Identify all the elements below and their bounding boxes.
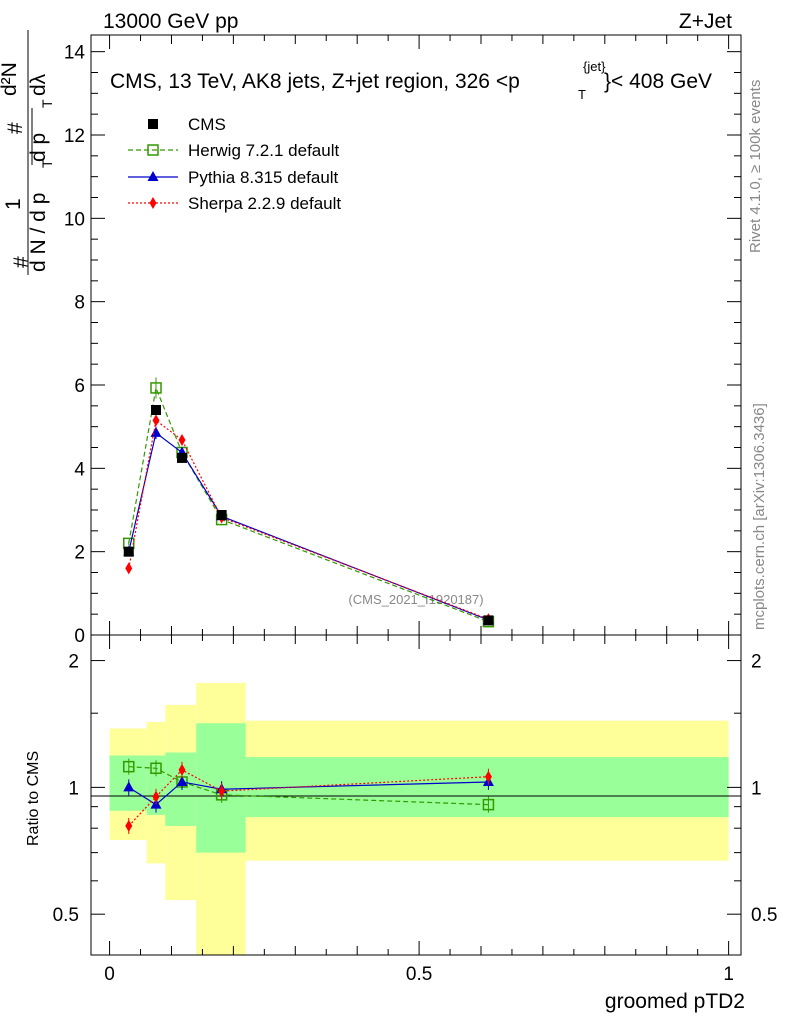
energy-label: 13000 GeV pp bbox=[103, 10, 238, 33]
uncertainty-bands bbox=[109, 682, 729, 955]
green-band-bin-2 bbox=[165, 752, 197, 826]
xtick-label: 0 bbox=[104, 964, 115, 985]
ylabel-d2n: d²N bbox=[0, 62, 21, 96]
main-line-herwig bbox=[128, 385, 489, 623]
legend: CMS Herwig 7.2.1 default Pythia 8.315 defa… bbox=[128, 115, 341, 213]
ratio-point-pythia bbox=[123, 781, 135, 792]
legend-marker-herwig bbox=[147, 144, 159, 156]
top-ytick-label: 2 bbox=[74, 543, 85, 564]
legend-entry-pythia: Pythia 8.315 default bbox=[128, 168, 339, 187]
main-point-cms bbox=[216, 510, 227, 520]
ratio-point-herwig bbox=[123, 760, 135, 773]
ratio-ytick-label-right: 1 bbox=[751, 778, 762, 799]
xtick-label: 0.5 bbox=[406, 964, 432, 985]
main-point-pythia bbox=[150, 426, 162, 437]
ratio-point-sherpa bbox=[484, 770, 492, 783]
top-y-axis-label: # 1 # d²N d N / d p T d p T dλ bbox=[0, 30, 55, 275]
ratio-ytick-label: 1 bbox=[68, 778, 79, 799]
ratio-point-sherpa bbox=[152, 790, 160, 803]
main-point-cms bbox=[177, 452, 187, 463]
legend-label-pythia: Pythia 8.315 default bbox=[188, 168, 339, 187]
ratio-point-sherpa bbox=[125, 819, 133, 832]
rivet-label: Rivet 4.1.0, ≥ 100k events bbox=[747, 80, 764, 253]
analysis-watermark: (CMS_2021_I1920187) bbox=[348, 592, 483, 607]
top-ytick-label: 0 bbox=[74, 626, 85, 647]
ylabel-hash2: # bbox=[4, 122, 27, 134]
legend-marker-pythia bbox=[147, 171, 159, 181]
top-ytick-label: 10 bbox=[64, 209, 85, 230]
ratio-ytick-label-right: 0.5 bbox=[751, 905, 777, 926]
legend-marker-cms bbox=[148, 119, 158, 129]
main-line-sherpa bbox=[128, 419, 489, 620]
legend-entry-sherpa: Sherpa 2.2.9 default bbox=[128, 194, 341, 213]
ratio-series-sherpa bbox=[125, 761, 492, 834]
green-band-bin-4 bbox=[245, 757, 729, 818]
x-axis-label: groomed pTD2 bbox=[605, 990, 745, 1013]
ratio-panel-frame bbox=[90, 634, 742, 956]
main-point-sherpa bbox=[125, 562, 133, 575]
legend-marker-sherpa bbox=[149, 197, 157, 209]
legend-label-herwig: Herwig 7.2.1 default bbox=[188, 141, 339, 160]
xtick-label: 1 bbox=[723, 964, 734, 985]
title-sup: {jet} bbox=[583, 59, 606, 74]
title-sub: T bbox=[578, 87, 586, 102]
ratio-point-herwig bbox=[150, 762, 162, 775]
ratio-point-pythia bbox=[176, 775, 188, 786]
ratio-ytick-label: 2 bbox=[68, 652, 79, 673]
main-series bbox=[123, 377, 495, 628]
top-ytick-label: 6 bbox=[74, 376, 85, 397]
legend-label-sherpa: Sherpa 2.2.9 default bbox=[188, 194, 341, 213]
ratio-ytick-label: 0.5 bbox=[53, 905, 79, 926]
main-series-herwig bbox=[123, 377, 495, 628]
process-label: Z+Jet bbox=[679, 10, 732, 33]
main-point-cms bbox=[151, 405, 161, 415]
top-ytick-label: 14 bbox=[64, 43, 86, 64]
ylabel-dlambda: dλ bbox=[27, 73, 50, 96]
legend-entry-herwig: Herwig 7.2.1 default bbox=[128, 141, 339, 160]
title-main: CMS, 13 TeV, AK8 jets, Z+jet region, 326… bbox=[110, 70, 520, 93]
ylabel-one: 1 bbox=[2, 198, 25, 210]
legend-entry-cms: CMS bbox=[148, 115, 226, 134]
plot-title: CMS, 13 TeV, AK8 jets, Z+jet region, 326… bbox=[110, 59, 712, 102]
ratio-ytick-label-right: 2 bbox=[751, 652, 762, 673]
ylabel-t1: T bbox=[39, 159, 55, 168]
main-series-cms bbox=[123, 405, 494, 626]
title-end: }< 408 GeV bbox=[604, 70, 712, 93]
ylabel-dpt: d p bbox=[27, 133, 50, 162]
main-point-sherpa bbox=[152, 414, 160, 427]
ylabel-dn: d N / d p bbox=[27, 193, 50, 272]
mcplots-label: mcplots.cern.ch [arXiv:1306.3436] bbox=[751, 403, 768, 630]
main-point-sherpa bbox=[178, 434, 186, 446]
legend-label-cms: CMS bbox=[188, 115, 226, 134]
ratio-point-sherpa bbox=[218, 785, 226, 798]
main-point-herwig bbox=[150, 382, 162, 394]
ylabel-t2: T bbox=[39, 99, 55, 108]
top-ytick-label: 8 bbox=[74, 293, 85, 314]
ratio-y-axis-label: Ratio to CMS bbox=[25, 751, 42, 846]
main-point-cms bbox=[483, 615, 494, 626]
ylabel-hash1: # bbox=[10, 256, 33, 268]
ratio-point-herwig bbox=[482, 798, 495, 811]
ratio-series bbox=[123, 758, 495, 834]
top-ytick-label: 12 bbox=[64, 126, 85, 147]
top-ytick-label: 4 bbox=[74, 459, 85, 480]
ratio-point-sherpa bbox=[178, 763, 186, 776]
main-point-cms bbox=[123, 546, 134, 557]
